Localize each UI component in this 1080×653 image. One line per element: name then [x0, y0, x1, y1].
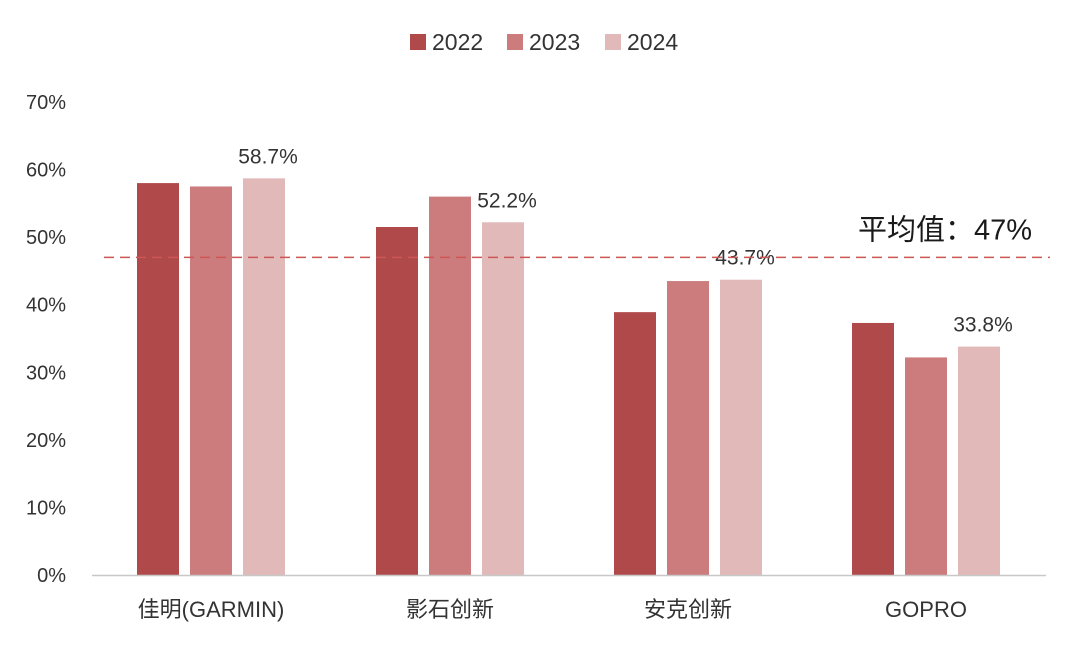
- bar-2023: [190, 186, 232, 575]
- bar-2022: [137, 183, 179, 576]
- data-label: 58.7%: [238, 145, 298, 168]
- bar-2022: [852, 322, 894, 575]
- x-category-label: 安克创新: [644, 597, 732, 622]
- legend-label: 2024: [627, 29, 678, 55]
- legend-label: 2022: [432, 29, 483, 55]
- y-tick-label: 30%: [26, 362, 66, 384]
- bars: [137, 178, 1000, 576]
- legend-swatch-2024: [605, 34, 621, 50]
- legend-swatch-2023: [507, 34, 523, 50]
- y-tick-label: 40%: [26, 295, 66, 317]
- x-category-label: 佳明(GARMIN): [138, 597, 285, 622]
- bar-2023: [667, 281, 709, 575]
- legend-swatch-2022: [410, 34, 426, 50]
- bar-2022: [614, 312, 656, 575]
- data-label: 33.8%: [953, 314, 1013, 337]
- data-label: 43.7%: [715, 247, 775, 270]
- x-axis: 佳明(GARMIN) 影石创新 安克创新 GOPRO: [92, 574, 1046, 622]
- bar-2024: [243, 178, 285, 575]
- bar-2024: [958, 346, 1000, 575]
- x-category-label: GOPRO: [885, 597, 967, 622]
- y-axis: 0% 10% 20% 30% 40% 50% 60% 70%: [26, 92, 66, 587]
- bar-2022: [376, 227, 418, 575]
- bar-2024: [720, 279, 762, 575]
- y-tick-label: 10%: [26, 497, 66, 519]
- data-label: 52.2%: [477, 189, 537, 212]
- average-label: 平均值：47%: [858, 213, 1032, 246]
- y-tick-label: 70%: [26, 92, 66, 114]
- y-tick-label: 50%: [26, 227, 66, 249]
- data-labels: 58.7% 52.2% 43.7% 33.8%: [238, 145, 1013, 336]
- legend: 2022 2023 2024: [410, 29, 678, 55]
- legend-label: 2023: [529, 29, 580, 55]
- bar-2023: [429, 196, 471, 575]
- y-tick-label: 60%: [26, 160, 66, 182]
- y-tick-label: 20%: [26, 430, 66, 452]
- bar-2024: [482, 222, 524, 575]
- x-category-label: 影石创新: [406, 597, 494, 622]
- y-tick-label: 0%: [37, 565, 66, 587]
- bar-2023: [905, 357, 947, 575]
- average-line: 平均值：47%: [104, 213, 1050, 259]
